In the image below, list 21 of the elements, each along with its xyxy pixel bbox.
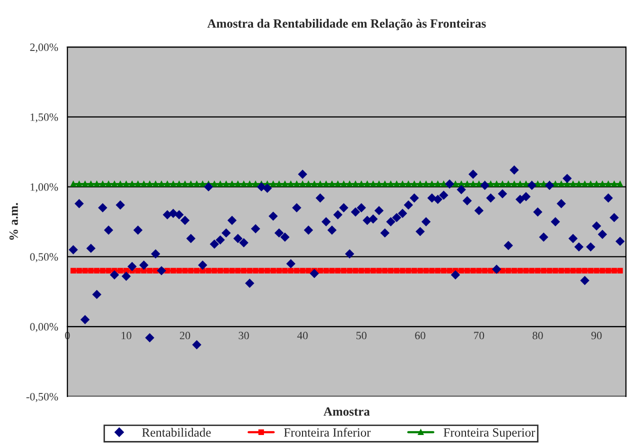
x-tick-label: 80 bbox=[532, 332, 543, 340]
y-tick-label: 2,00% bbox=[30, 44, 58, 53]
x-tick-label: 10 bbox=[122, 332, 132, 340]
y-tick-label: 1,50% bbox=[30, 113, 58, 122]
y-tick-label: 0,00% bbox=[30, 323, 58, 332]
y-tick-label: 1,00% bbox=[30, 183, 58, 192]
x-tick-label: 50 bbox=[356, 332, 367, 340]
y-axis-title: % a.m. bbox=[9, 203, 18, 240]
y-tick-label: 0,50% bbox=[30, 253, 58, 262]
x-tick-label: 20 bbox=[180, 332, 190, 340]
x-tick-label: 90 bbox=[591, 332, 602, 340]
chart-title: Amostra da Rentabilidade em Relação às Fronteiras bbox=[207, 18, 486, 30]
y-tick-label: -0,50% bbox=[26, 392, 58, 402]
legend-label: Fronteira Superior bbox=[444, 428, 536, 440]
x-tick-label: 30 bbox=[238, 332, 249, 340]
legend-label: Rentabilidade bbox=[142, 428, 211, 437]
x-axis-title: Amostra bbox=[324, 407, 370, 416]
x-tick-label: 40 bbox=[297, 332, 308, 340]
x-tick-label: 70 bbox=[474, 332, 484, 340]
x-tick-label: 60 bbox=[415, 332, 426, 340]
legend-label: Fronteira Inferior bbox=[284, 428, 371, 437]
